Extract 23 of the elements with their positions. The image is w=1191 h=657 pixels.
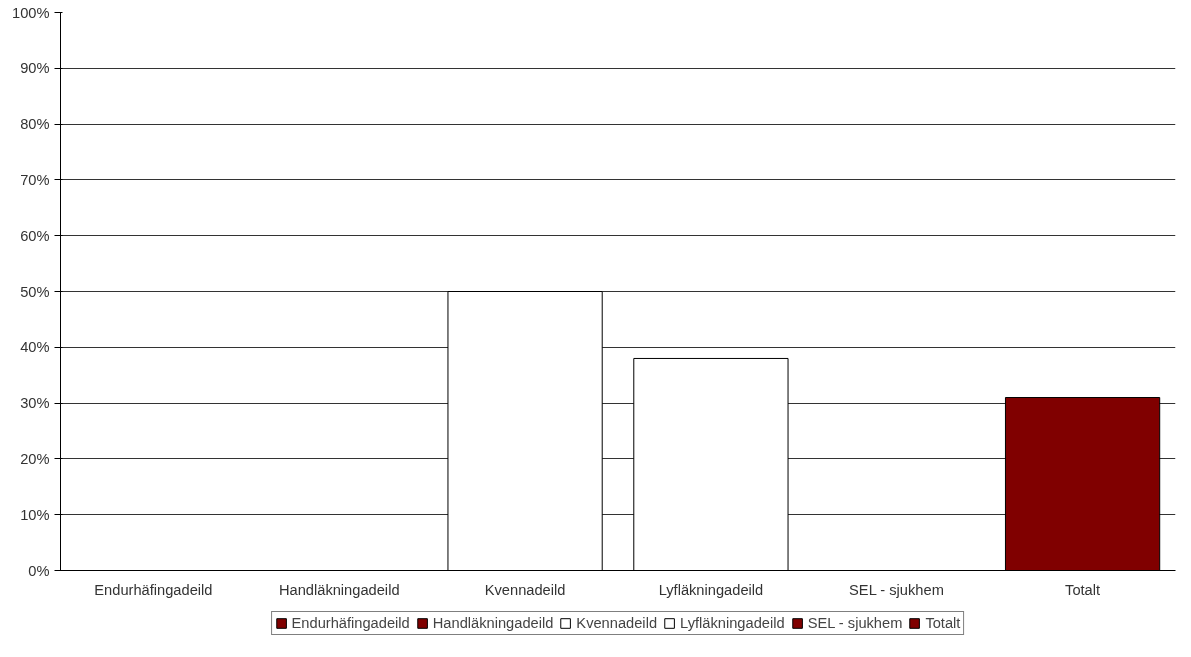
y-tick-label: 60% <box>20 227 50 244</box>
legend-label: Endurhäfingadeild <box>291 614 410 631</box>
x-tick-label: Handläkningadeild <box>278 581 400 598</box>
legend-label: SEL - sjukhem <box>807 614 903 631</box>
x-tick-label: Totalt <box>1065 581 1101 598</box>
x-tick-label: Endurhäfingadeild <box>94 581 213 598</box>
y-tick-label: 10% <box>20 506 50 523</box>
y-tick-label: 40% <box>20 339 50 356</box>
y-tick-label: 30% <box>20 395 50 412</box>
y-tick-label: 20% <box>20 450 50 467</box>
y-tick-label: 0% <box>28 562 50 579</box>
legend-label: Kvennadeild <box>576 614 658 631</box>
y-tick-label: 90% <box>20 60 50 77</box>
y-tick-label: 100% <box>12 4 50 21</box>
legend-label: Totalt <box>925 614 961 631</box>
x-tick-label: Lyfläkningadeild <box>658 581 764 598</box>
legend-label: Handläkningadeild <box>432 614 554 631</box>
y-tick-label: 50% <box>20 283 50 300</box>
x-tick-label: SEL - sjukhem <box>849 581 944 598</box>
y-tick-label: 70% <box>20 171 50 188</box>
x-tick-label: Kvennadeild <box>484 581 566 598</box>
y-tick-label: 80% <box>20 116 50 133</box>
legend-label: Lyfläkningadeild <box>680 614 785 631</box>
